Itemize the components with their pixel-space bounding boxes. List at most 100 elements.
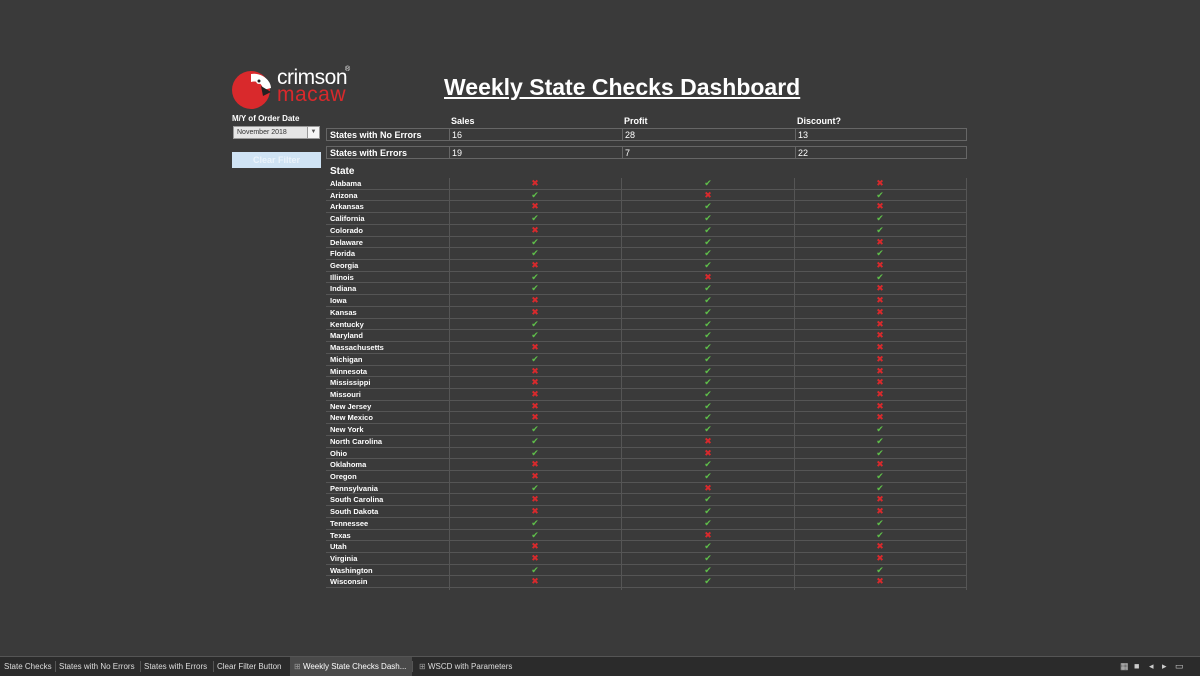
cross-icon: ✖ — [531, 412, 539, 423]
cross-icon: ✖ — [531, 342, 539, 353]
dashboard-tab-icon: ⊞ — [294, 662, 303, 671]
state-name: Pennsylvania — [330, 483, 378, 493]
check-icon: ✔ — [704, 459, 712, 470]
sheet-tab-label: States with No Errors — [59, 662, 135, 671]
cross-icon: ✖ — [531, 400, 539, 411]
cross-icon: ✖ — [531, 201, 539, 212]
cross-icon: ✖ — [876, 353, 884, 364]
divider — [622, 147, 623, 158]
table-row: New Mexico ✖ ✔ ✖ — [326, 412, 967, 425]
check-icon: ✔ — [876, 189, 884, 200]
check-icon: ✔ — [704, 248, 712, 259]
column-header-profit: Profit — [624, 116, 648, 126]
check-icon: ✔ — [704, 517, 712, 528]
check-icon: ✔ — [876, 447, 884, 458]
chevron-down-icon[interactable]: ▼ — [307, 127, 319, 138]
state-name: Alabama — [330, 179, 362, 188]
sheet-tab-label: State Checks — [4, 662, 52, 671]
logo-registered-mark: ® — [345, 66, 351, 73]
divider — [449, 147, 450, 158]
sheet-tab[interactable]: State Checks — [0, 657, 55, 676]
cross-icon: ✖ — [876, 365, 884, 376]
check-icon: ✔ — [704, 342, 712, 353]
cross-icon: ✖ — [704, 447, 712, 458]
cross-icon: ✖ — [531, 260, 539, 271]
next-sheet-icon[interactable]: ▸ — [1162, 661, 1167, 671]
macaw-logo-icon — [232, 71, 271, 109]
table-row: Indiana ✔ ✔ ✖ — [326, 283, 967, 296]
state-name: Indiana — [330, 284, 357, 294]
summary-value-discount: 13 — [798, 130, 809, 140]
cross-icon: ✖ — [876, 388, 884, 399]
clear-filter-button[interactable]: Clear Filter — [232, 152, 321, 168]
check-icon: ✔ — [531, 271, 539, 282]
grid-divider — [966, 178, 967, 590]
table-row: Alabama ✖ ✔ ✖ — [326, 178, 967, 190]
state-name: Delaware — [330, 237, 363, 247]
check-icon: ✔ — [876, 482, 884, 493]
logo-text-crimson: crimson — [277, 66, 348, 89]
sheet-view-icon[interactable]: ■ — [1134, 661, 1140, 671]
state-name: Kansas — [330, 307, 357, 317]
column-header-discount: Discount? — [797, 116, 841, 126]
grid-divider — [449, 178, 450, 590]
divider — [795, 147, 796, 158]
check-icon: ✔ — [704, 236, 712, 247]
sheet-tab[interactable]: Clear Filter Button — [213, 657, 290, 676]
check-icon: ✔ — [704, 283, 712, 294]
table-row: New York ✔ ✔ ✔ — [326, 424, 967, 436]
sheet-tab[interactable]: States with Errors — [140, 657, 213, 676]
sheet-tab[interactable]: States with No Errors — [55, 657, 140, 676]
check-icon: ✔ — [531, 330, 539, 341]
date-filter-dropdown[interactable]: November 2018 ▼ — [233, 126, 320, 139]
cross-icon: ✖ — [876, 178, 884, 188]
check-icon: ✔ — [704, 541, 712, 552]
cross-icon: ✖ — [531, 576, 539, 587]
previous-sheet-icon[interactable]: ◂ — [1149, 661, 1154, 671]
sheet-tab-label: Weekly State Checks Dash... — [302, 662, 407, 671]
cross-icon: ✖ — [704, 271, 712, 282]
state-name: New York — [330, 425, 364, 435]
state-name: Missouri — [330, 389, 361, 399]
cross-icon: ✖ — [876, 260, 884, 271]
check-icon: ✔ — [704, 470, 712, 481]
cross-icon: ✖ — [531, 306, 539, 317]
tab-divider — [412, 661, 413, 672]
check-icon: ✔ — [876, 564, 884, 575]
check-icon: ✔ — [704, 213, 712, 224]
table-row: Oklahoma ✖ ✔ ✖ — [326, 459, 967, 471]
state-name: Washington — [330, 565, 373, 575]
cross-icon: ✖ — [704, 482, 712, 493]
state-name: Maryland — [330, 331, 363, 341]
state-name: Florida — [330, 249, 356, 259]
state-name: Utah — [330, 542, 347, 552]
sheet-tab[interactable]: ⊞ WSCD with Parameters — [415, 657, 515, 676]
table-row: Washington ✔ ✔ ✔ — [326, 565, 967, 577]
summary-value-profit: 28 — [625, 130, 636, 140]
cross-icon: ✖ — [876, 459, 884, 470]
grid-view-icon[interactable]: ▦ — [1120, 661, 1129, 671]
check-icon: ✔ — [704, 260, 712, 271]
check-icon: ✔ — [704, 224, 712, 235]
state-name: Illinois — [330, 272, 354, 282]
presentation-mode-icon[interactable]: ▭ — [1175, 661, 1184, 671]
state-name: South Carolina — [330, 495, 384, 505]
check-icon: ✔ — [876, 424, 884, 435]
state-name: Oklahoma — [330, 460, 367, 470]
table-row: Texas ✔ ✖ ✔ — [326, 530, 967, 542]
cross-icon: ✖ — [876, 318, 884, 329]
state-name: North Carolina — [330, 436, 383, 446]
check-icon: ✔ — [531, 236, 539, 247]
state-name: Ohio — [330, 448, 348, 458]
check-icon: ✔ — [704, 201, 712, 212]
sheet-tab[interactable]: ⊞ Weekly State Checks Dash... — [290, 657, 412, 676]
summary-value-discount: 22 — [798, 148, 809, 158]
check-icon: ✔ — [876, 529, 884, 540]
check-icon: ✔ — [531, 424, 539, 435]
state-name: Massachusetts — [330, 343, 384, 353]
cross-icon: ✖ — [876, 553, 884, 563]
table-row: Utah ✖ ✔ ✖ — [326, 541, 967, 553]
check-icon: ✔ — [704, 400, 712, 411]
table-row: Illinois ✔ ✖ ✔ — [326, 272, 967, 284]
check-icon: ✔ — [531, 353, 539, 364]
